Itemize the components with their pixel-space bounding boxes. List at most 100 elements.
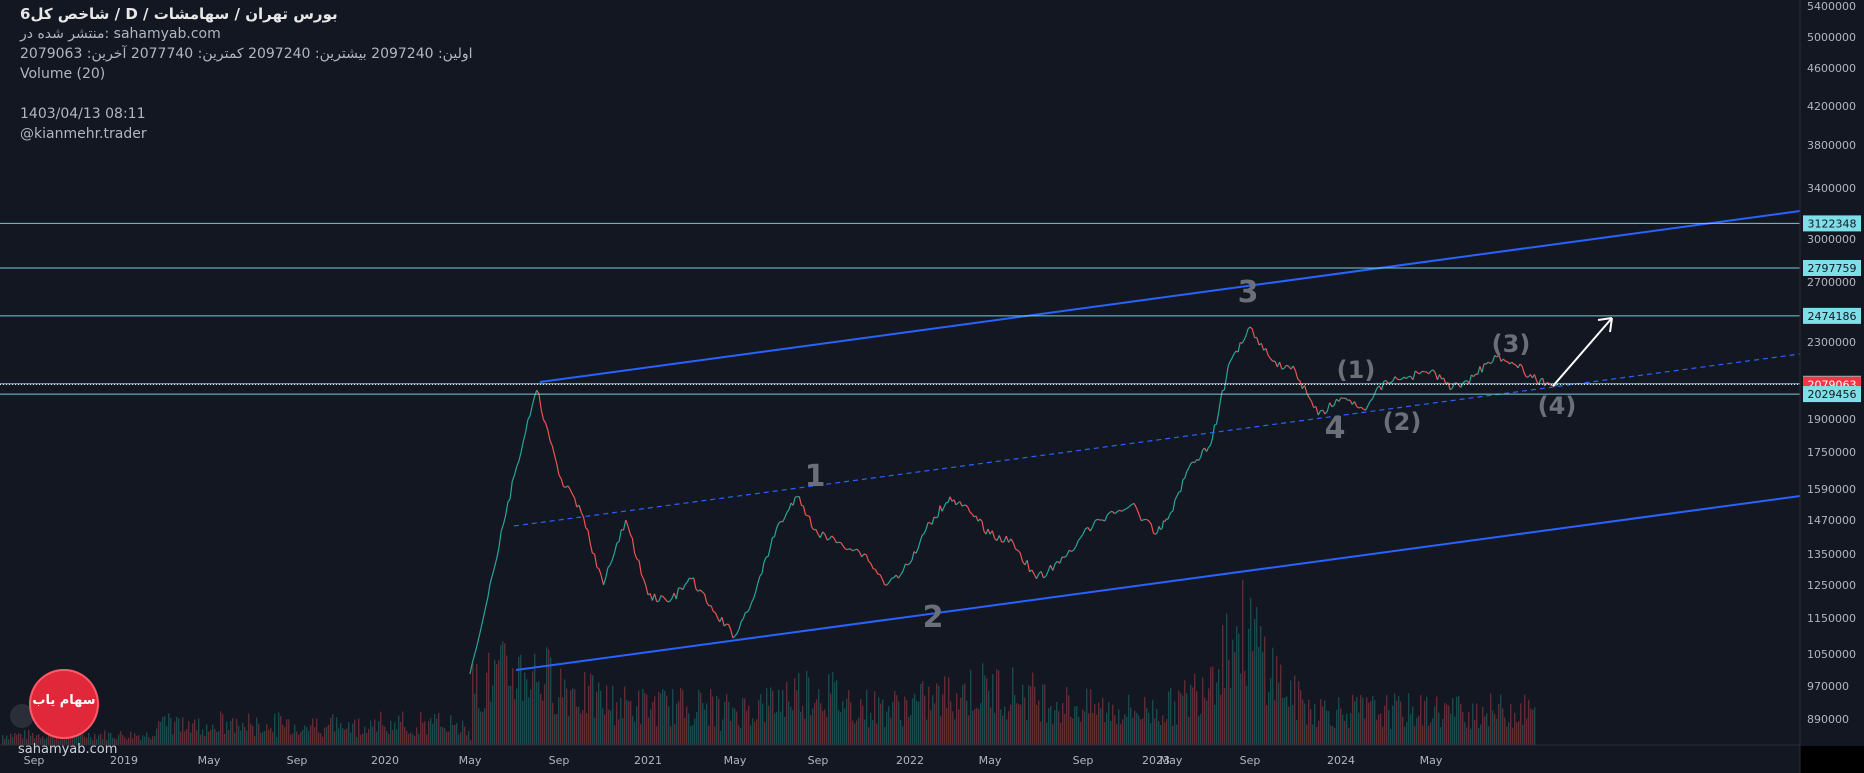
volume-bar bbox=[802, 705, 804, 745]
volume-bar bbox=[680, 687, 682, 745]
volume-bar bbox=[1400, 701, 1402, 745]
price-segment bbox=[653, 593, 658, 602]
channel-upper-line bbox=[539, 210, 1801, 383]
price-segment bbox=[507, 498, 511, 503]
volume-bar bbox=[1464, 722, 1466, 745]
price-segment bbox=[1010, 538, 1014, 543]
volume-bar bbox=[1134, 710, 1136, 745]
volume-bar bbox=[928, 686, 930, 745]
price-segment bbox=[489, 575, 493, 585]
price-segment bbox=[1073, 545, 1077, 551]
volume-bar bbox=[1492, 710, 1494, 745]
volume-bar bbox=[24, 730, 26, 745]
price-segment bbox=[1227, 361, 1231, 366]
volume-bar bbox=[1160, 725, 1162, 745]
price-segment bbox=[824, 533, 828, 541]
volume-bar bbox=[848, 689, 850, 745]
volume-bar bbox=[594, 717, 596, 745]
price-segment bbox=[476, 637, 480, 648]
price-segment bbox=[525, 419, 529, 433]
volume-bar bbox=[1012, 667, 1014, 745]
volume-bar bbox=[470, 740, 472, 745]
site-label: sahamyab.com bbox=[18, 742, 118, 757]
volume-bar bbox=[522, 700, 524, 745]
price-segment bbox=[671, 592, 675, 599]
price-segment bbox=[480, 617, 484, 628]
volume-bar bbox=[668, 706, 670, 745]
channel-lower-line bbox=[515, 495, 1801, 671]
volume-bar bbox=[1016, 703, 1018, 745]
volume-bar bbox=[356, 737, 358, 745]
x-tick-label: 2019 bbox=[110, 754, 138, 767]
volume-bar bbox=[50, 733, 52, 745]
price-segment bbox=[798, 496, 802, 506]
volume-bar bbox=[580, 713, 582, 745]
volume-bar bbox=[1442, 718, 1444, 745]
price-segment bbox=[1170, 510, 1174, 513]
volume-bar bbox=[900, 720, 902, 745]
price-segment bbox=[660, 595, 664, 598]
price-segment bbox=[1124, 507, 1128, 511]
volume-bar bbox=[1286, 696, 1288, 745]
price-segment bbox=[1012, 542, 1017, 550]
volume-bar bbox=[1466, 727, 1468, 745]
price-segment bbox=[1468, 374, 1472, 384]
price-segment bbox=[1308, 397, 1312, 402]
price-segment bbox=[1047, 564, 1052, 572]
price-segment bbox=[727, 624, 732, 630]
volume-bar bbox=[1434, 706, 1436, 745]
price-segment bbox=[618, 529, 622, 542]
volume-bar bbox=[150, 739, 152, 745]
price-segment bbox=[658, 595, 662, 602]
volume-bar bbox=[500, 645, 502, 745]
volume-bar bbox=[1328, 711, 1330, 745]
volume-bar bbox=[626, 699, 628, 745]
volume-bar bbox=[926, 719, 928, 745]
volume-bar bbox=[602, 708, 604, 745]
price-segment bbox=[1003, 535, 1007, 543]
volume-bar bbox=[468, 730, 470, 745]
price-segment bbox=[1353, 401, 1358, 407]
volume-bar bbox=[482, 711, 484, 745]
price-segment bbox=[1517, 363, 1521, 369]
volume-bar bbox=[322, 736, 324, 745]
price-segment bbox=[891, 576, 895, 579]
price-segment bbox=[520, 440, 524, 452]
price-segment bbox=[578, 505, 582, 513]
volume-bar bbox=[1024, 697, 1026, 745]
published-by: منتشر شده در: sahamyab.com bbox=[20, 26, 221, 42]
volume-bar bbox=[1090, 689, 1092, 745]
price-segment bbox=[979, 518, 983, 522]
volume-bar bbox=[104, 730, 106, 745]
volume-bar bbox=[710, 689, 712, 745]
volume-bar bbox=[26, 738, 28, 745]
price-segment bbox=[740, 618, 744, 622]
volume-bar bbox=[74, 737, 76, 745]
volume-bar bbox=[392, 729, 394, 745]
price-segment bbox=[1026, 560, 1031, 572]
price-segment bbox=[706, 602, 710, 607]
price-segment bbox=[1176, 491, 1180, 497]
volume-bar bbox=[264, 730, 266, 745]
price-segment bbox=[767, 547, 771, 557]
volume-bar bbox=[970, 669, 972, 745]
price-segment bbox=[547, 430, 551, 441]
price-segment bbox=[833, 537, 837, 544]
volume-bar bbox=[98, 735, 100, 745]
volume-bar bbox=[120, 731, 122, 745]
volume-bar bbox=[644, 693, 646, 745]
volume-bar bbox=[892, 702, 894, 745]
price-segment bbox=[542, 419, 547, 424]
price-segment bbox=[1243, 335, 1247, 341]
volume-bar bbox=[346, 728, 348, 745]
volume-bar bbox=[1266, 705, 1268, 745]
volume-bar bbox=[1256, 606, 1258, 745]
volume-bar bbox=[598, 682, 600, 745]
price-segment bbox=[1385, 380, 1389, 384]
price-segment bbox=[1022, 561, 1026, 566]
volume-bar bbox=[156, 728, 158, 745]
volume-bar bbox=[1340, 708, 1342, 745]
volume-bar bbox=[648, 717, 650, 745]
price-segment bbox=[1292, 365, 1297, 372]
